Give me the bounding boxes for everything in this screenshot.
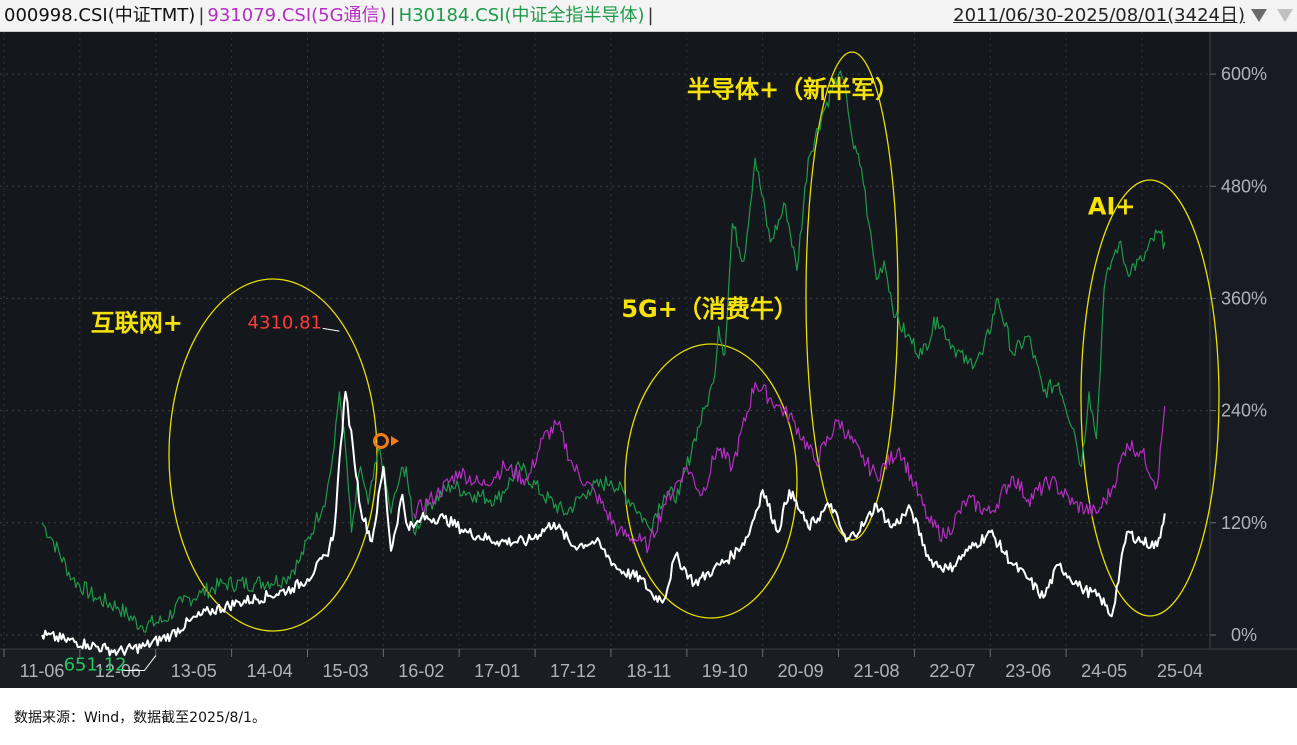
x-tick-label: 25-04 <box>1157 661 1203 681</box>
x-tick-label: 15-03 <box>322 661 368 681</box>
x-tick-label: 17-12 <box>550 661 596 681</box>
x-tick-label: 12-06 <box>95 661 141 681</box>
y-tick-label: 480% <box>1221 176 1267 196</box>
date-range-selector[interactable]: 2011/06/30-2025/08/01(3424日) <box>953 5 1245 26</box>
x-tick-label: 20-09 <box>778 661 824 681</box>
y-axis-panel <box>1210 32 1297 649</box>
series-line-5g <box>413 382 1166 554</box>
x-tick-label: 18-11 <box>627 661 672 681</box>
highlight-ellipse <box>624 343 798 619</box>
x-tick-label: 21-08 <box>854 661 900 681</box>
x-tick-label: 14-04 <box>247 661 293 681</box>
annotation-label: 651.12 <box>64 655 127 676</box>
legend-item-semiconductor[interactable]: H30184.CSI(中证全指半导体) <box>398 5 645 26</box>
crosshair-marker-icon <box>373 433 389 449</box>
y-tick-label: 240% <box>1221 401 1267 421</box>
x-tick-label: 11-06 <box>20 661 65 681</box>
y-tick-label: 120% <box>1221 513 1267 533</box>
marker-arrow-icon <box>391 436 399 446</box>
y-tick-label: 360% <box>1221 288 1267 308</box>
annotation-label: 5G+（消费牛） <box>621 295 798 323</box>
highlight-ellipse <box>1080 179 1220 617</box>
max-leader-line <box>322 327 340 332</box>
legend-item-tmt[interactable]: 000998.CSI(中证TMT) <box>4 5 196 26</box>
legend-item-5g[interactable]: 931079.CSI(5G通信) <box>207 5 387 26</box>
series-legend: 000998.CSI(中证TMT) | 931079.CSI(5G通信) | H3018… <box>4 0 657 32</box>
annotation-label: 4310.81 <box>248 312 322 333</box>
y-tick-label: 0% <box>1231 625 1257 645</box>
x-tick-label: 17-01 <box>474 661 520 681</box>
annotation-label: AI+ <box>1088 192 1136 220</box>
x-tick-label: 16-02 <box>398 661 444 681</box>
annotation-label: 半导体+（新半军） <box>687 75 899 103</box>
annotation-label: 互联网+ <box>91 309 183 337</box>
collapse-triangle-icon[interactable] <box>1277 9 1293 22</box>
chart-plot-area: 0% 120% 240% 360% 480% 600% 11-06 12-06 13-05 14-… <box>0 32 1297 688</box>
chart-panel: 000998.CSI(中证TMT) | 931079.CSI(5G通信) | H3018… <box>0 0 1297 688</box>
min-leader-line <box>121 655 157 672</box>
series-line-semiconductor <box>41 70 1166 633</box>
x-tick-label: 19-10 <box>702 661 748 681</box>
legend-separator: | <box>389 5 396 26</box>
x-tick-label: 24-05 <box>1081 661 1127 681</box>
x-tick-label: 13-05 <box>171 661 217 681</box>
x-tick-label: 22-07 <box>929 661 975 681</box>
dropdown-triangle-icon[interactable] <box>1251 9 1267 22</box>
chart-header-bar: 000998.CSI(中证TMT) | 931079.CSI(5G通信) | H3018… <box>0 0 1297 32</box>
legend-separator: | <box>198 5 205 26</box>
x-axis-panel <box>0 649 1297 688</box>
y-tick-label: 600% <box>1221 64 1267 84</box>
highlight-ellipse <box>805 51 899 541</box>
series-line-tmt <box>41 390 1166 657</box>
data-source-note: 数据来源：Wind，数据截至2025/8/1。 <box>14 710 267 726</box>
x-tick-label: 23-06 <box>1005 661 1051 681</box>
plot-background <box>0 32 1297 688</box>
legend-separator: | <box>647 5 654 26</box>
